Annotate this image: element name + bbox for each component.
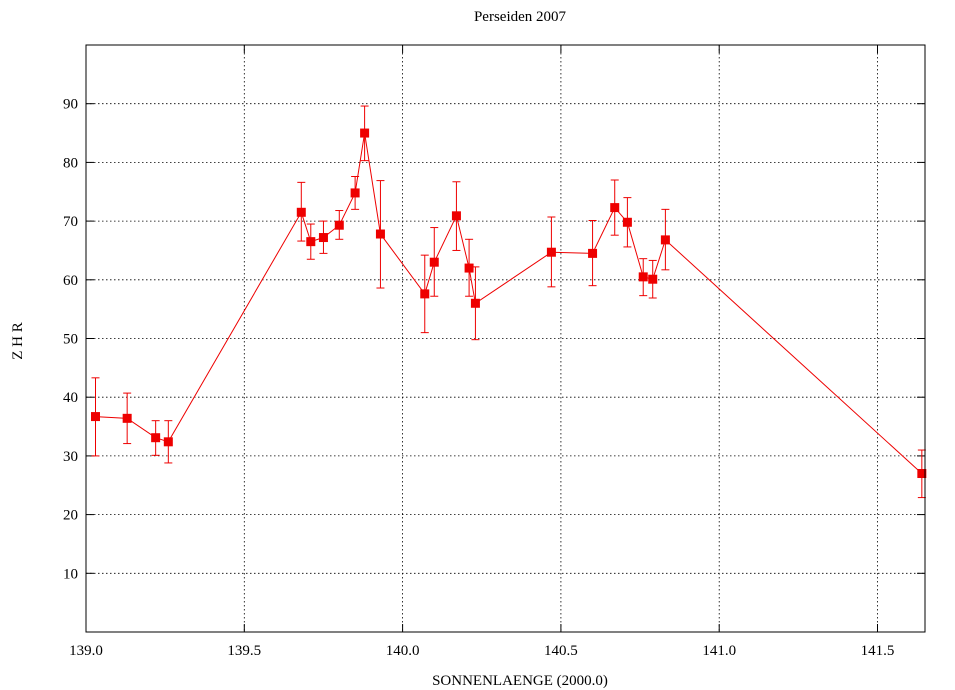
- point-marker: [90, 412, 100, 422]
- data-point: [306, 223, 316, 260]
- data-point: [464, 238, 474, 297]
- point-marker: [451, 211, 461, 221]
- point-marker: [360, 128, 370, 138]
- point-marker: [660, 235, 670, 245]
- point-marker: [334, 220, 344, 230]
- data-point: [420, 254, 430, 334]
- point-marker: [151, 433, 161, 443]
- data-point: [638, 258, 648, 297]
- data-point: [588, 220, 598, 287]
- chart-title: Perseiden 2007: [474, 9, 567, 25]
- point-marker: [610, 203, 620, 213]
- point-marker: [420, 289, 430, 299]
- data-point: [350, 175, 360, 210]
- axis-ticks: 10 20 30 40 50 60 70 80 90 139.0 139.5 140.0 140.5 14…: [63, 45, 925, 659]
- point-marker: [296, 207, 306, 217]
- data-point: [622, 197, 632, 248]
- data-point: [151, 420, 161, 456]
- y-tick-label: 90: [63, 97, 78, 113]
- point-marker: [306, 237, 316, 247]
- point-marker: [318, 233, 328, 243]
- y-tick-label: 70: [63, 214, 78, 230]
- y-tick-label: 40: [63, 390, 78, 406]
- data-point: [296, 181, 306, 242]
- point-marker: [546, 247, 556, 257]
- x-tick-label: 140.0: [386, 643, 420, 659]
- point-marker: [622, 217, 632, 227]
- data-layer: [90, 105, 927, 499]
- point-marker: [429, 257, 439, 267]
- data-point: [648, 259, 658, 299]
- y-tick-label: 10: [63, 566, 78, 582]
- data-point: [610, 179, 620, 236]
- data-point: [375, 180, 385, 289]
- x-tick-label: 141.0: [702, 643, 736, 659]
- point-marker: [470, 298, 480, 308]
- x-tick-label: 140.5: [544, 643, 578, 659]
- data-point: [360, 105, 370, 162]
- series-line: [95, 132, 923, 474]
- y-tick-label: 30: [63, 449, 78, 465]
- point-marker: [122, 413, 132, 423]
- point-marker: [350, 188, 360, 198]
- point-marker: [648, 274, 658, 284]
- data-point: [122, 392, 132, 445]
- data-point: [429, 227, 439, 297]
- point-marker: [917, 469, 927, 479]
- y-axis-label: Z H R: [10, 322, 26, 360]
- x-tick-label: 139.0: [69, 643, 103, 659]
- point-marker: [375, 229, 385, 239]
- point-marker: [588, 248, 598, 258]
- data-point: [163, 420, 173, 464]
- plot-frame: [85, 44, 926, 633]
- data-point: [334, 210, 344, 240]
- data-point: [470, 266, 480, 341]
- grid-lines: [85, 45, 925, 632]
- data-point: [318, 220, 328, 254]
- data-point: [90, 377, 100, 457]
- point-marker: [163, 437, 173, 447]
- point-marker: [464, 263, 474, 273]
- data-point: [546, 216, 556, 288]
- x-tick-label: 139.5: [227, 643, 261, 659]
- y-tick-label: 50: [63, 332, 78, 348]
- y-tick-label: 20: [63, 508, 78, 524]
- y-tick-label: 80: [63, 155, 78, 171]
- y-tick-label: 60: [63, 273, 78, 289]
- data-point: [660, 208, 670, 271]
- x-axis-label: SONNENLAENGE (2000.0): [432, 673, 608, 689]
- point-marker: [638, 272, 648, 282]
- data-point: [451, 181, 461, 251]
- x-tick-label: 141.5: [861, 643, 895, 659]
